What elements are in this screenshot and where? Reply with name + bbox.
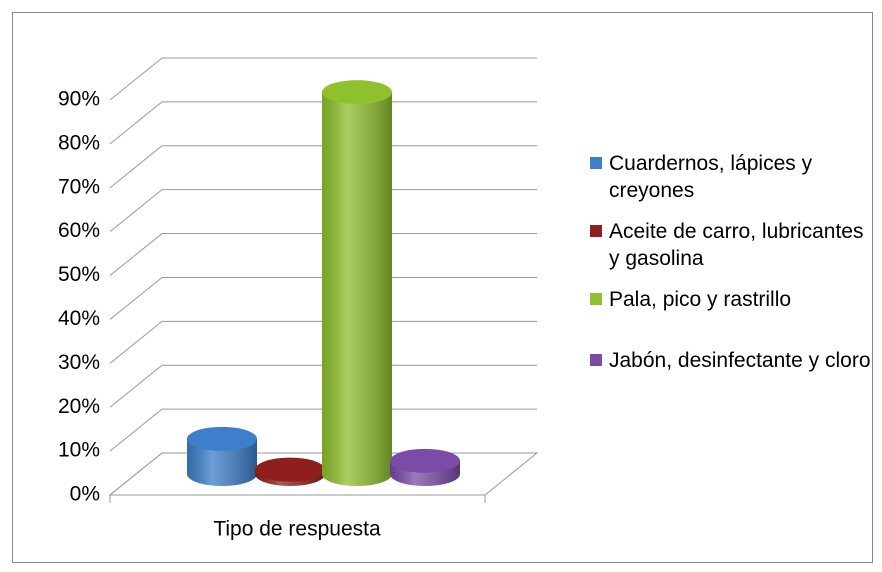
legend-item: Aceite de carro, lubricantes y gasolina [588, 218, 873, 272]
legend-label: Jabón, desinfectante y cloro [609, 349, 871, 372]
grid-line [109, 408, 537, 452]
bar [390, 448, 460, 486]
legend-label: Cuardernos, lápices y creyones [609, 152, 813, 202]
grid-line [109, 233, 537, 276]
y-tick-label: 70% [58, 175, 100, 198]
y-tick-label: 50% [58, 263, 100, 286]
y-tick-label: 0% [70, 483, 100, 506]
legend-item: Cuardernos, lápices y creyones [588, 150, 873, 204]
bar-top [390, 448, 460, 473]
bar [187, 426, 257, 486]
legend: Cuardernos, lápices y creyones Aceite de … [588, 150, 873, 388]
bar-top [255, 457, 325, 482]
grid-line [109, 320, 537, 364]
legend-item: Pala, pico y rastrillo [588, 286, 873, 313]
y-tick-label: 90% [58, 88, 100, 111]
y-tick-label: 20% [58, 395, 100, 418]
bar [255, 457, 325, 486]
grid-line [109, 364, 537, 408]
y-tick-label: 40% [58, 307, 100, 330]
y-tick-label: 10% [58, 439, 100, 462]
legend-swatch [590, 354, 602, 366]
grid-line [109, 57, 537, 101]
grid-line [109, 101, 537, 145]
legend-swatch [590, 293, 602, 305]
y-tick-label: 80% [58, 131, 100, 154]
grid-line [109, 189, 537, 233]
legend-label: Aceite de carro, lubricantes y gasolina [609, 220, 864, 270]
bar-shade [187, 438, 257, 486]
bar-shade [322, 92, 392, 487]
grid-line [109, 276, 537, 320]
legend-item: Jabón, desinfectante y cloro [588, 347, 873, 374]
legend-swatch [590, 225, 602, 237]
legend-swatch [590, 157, 602, 169]
grid-line [109, 145, 537, 189]
bar-top [187, 426, 257, 451]
bar-top [322, 80, 392, 105]
x-axis-category: Tipo de respuesta [213, 518, 381, 541]
y-tick-label: 30% [58, 351, 100, 374]
bar [322, 80, 392, 487]
chart-border [12, 12, 873, 563]
legend-label: Pala, pico y rastrillo [609, 288, 792, 311]
y-tick-label: 60% [58, 219, 100, 242]
